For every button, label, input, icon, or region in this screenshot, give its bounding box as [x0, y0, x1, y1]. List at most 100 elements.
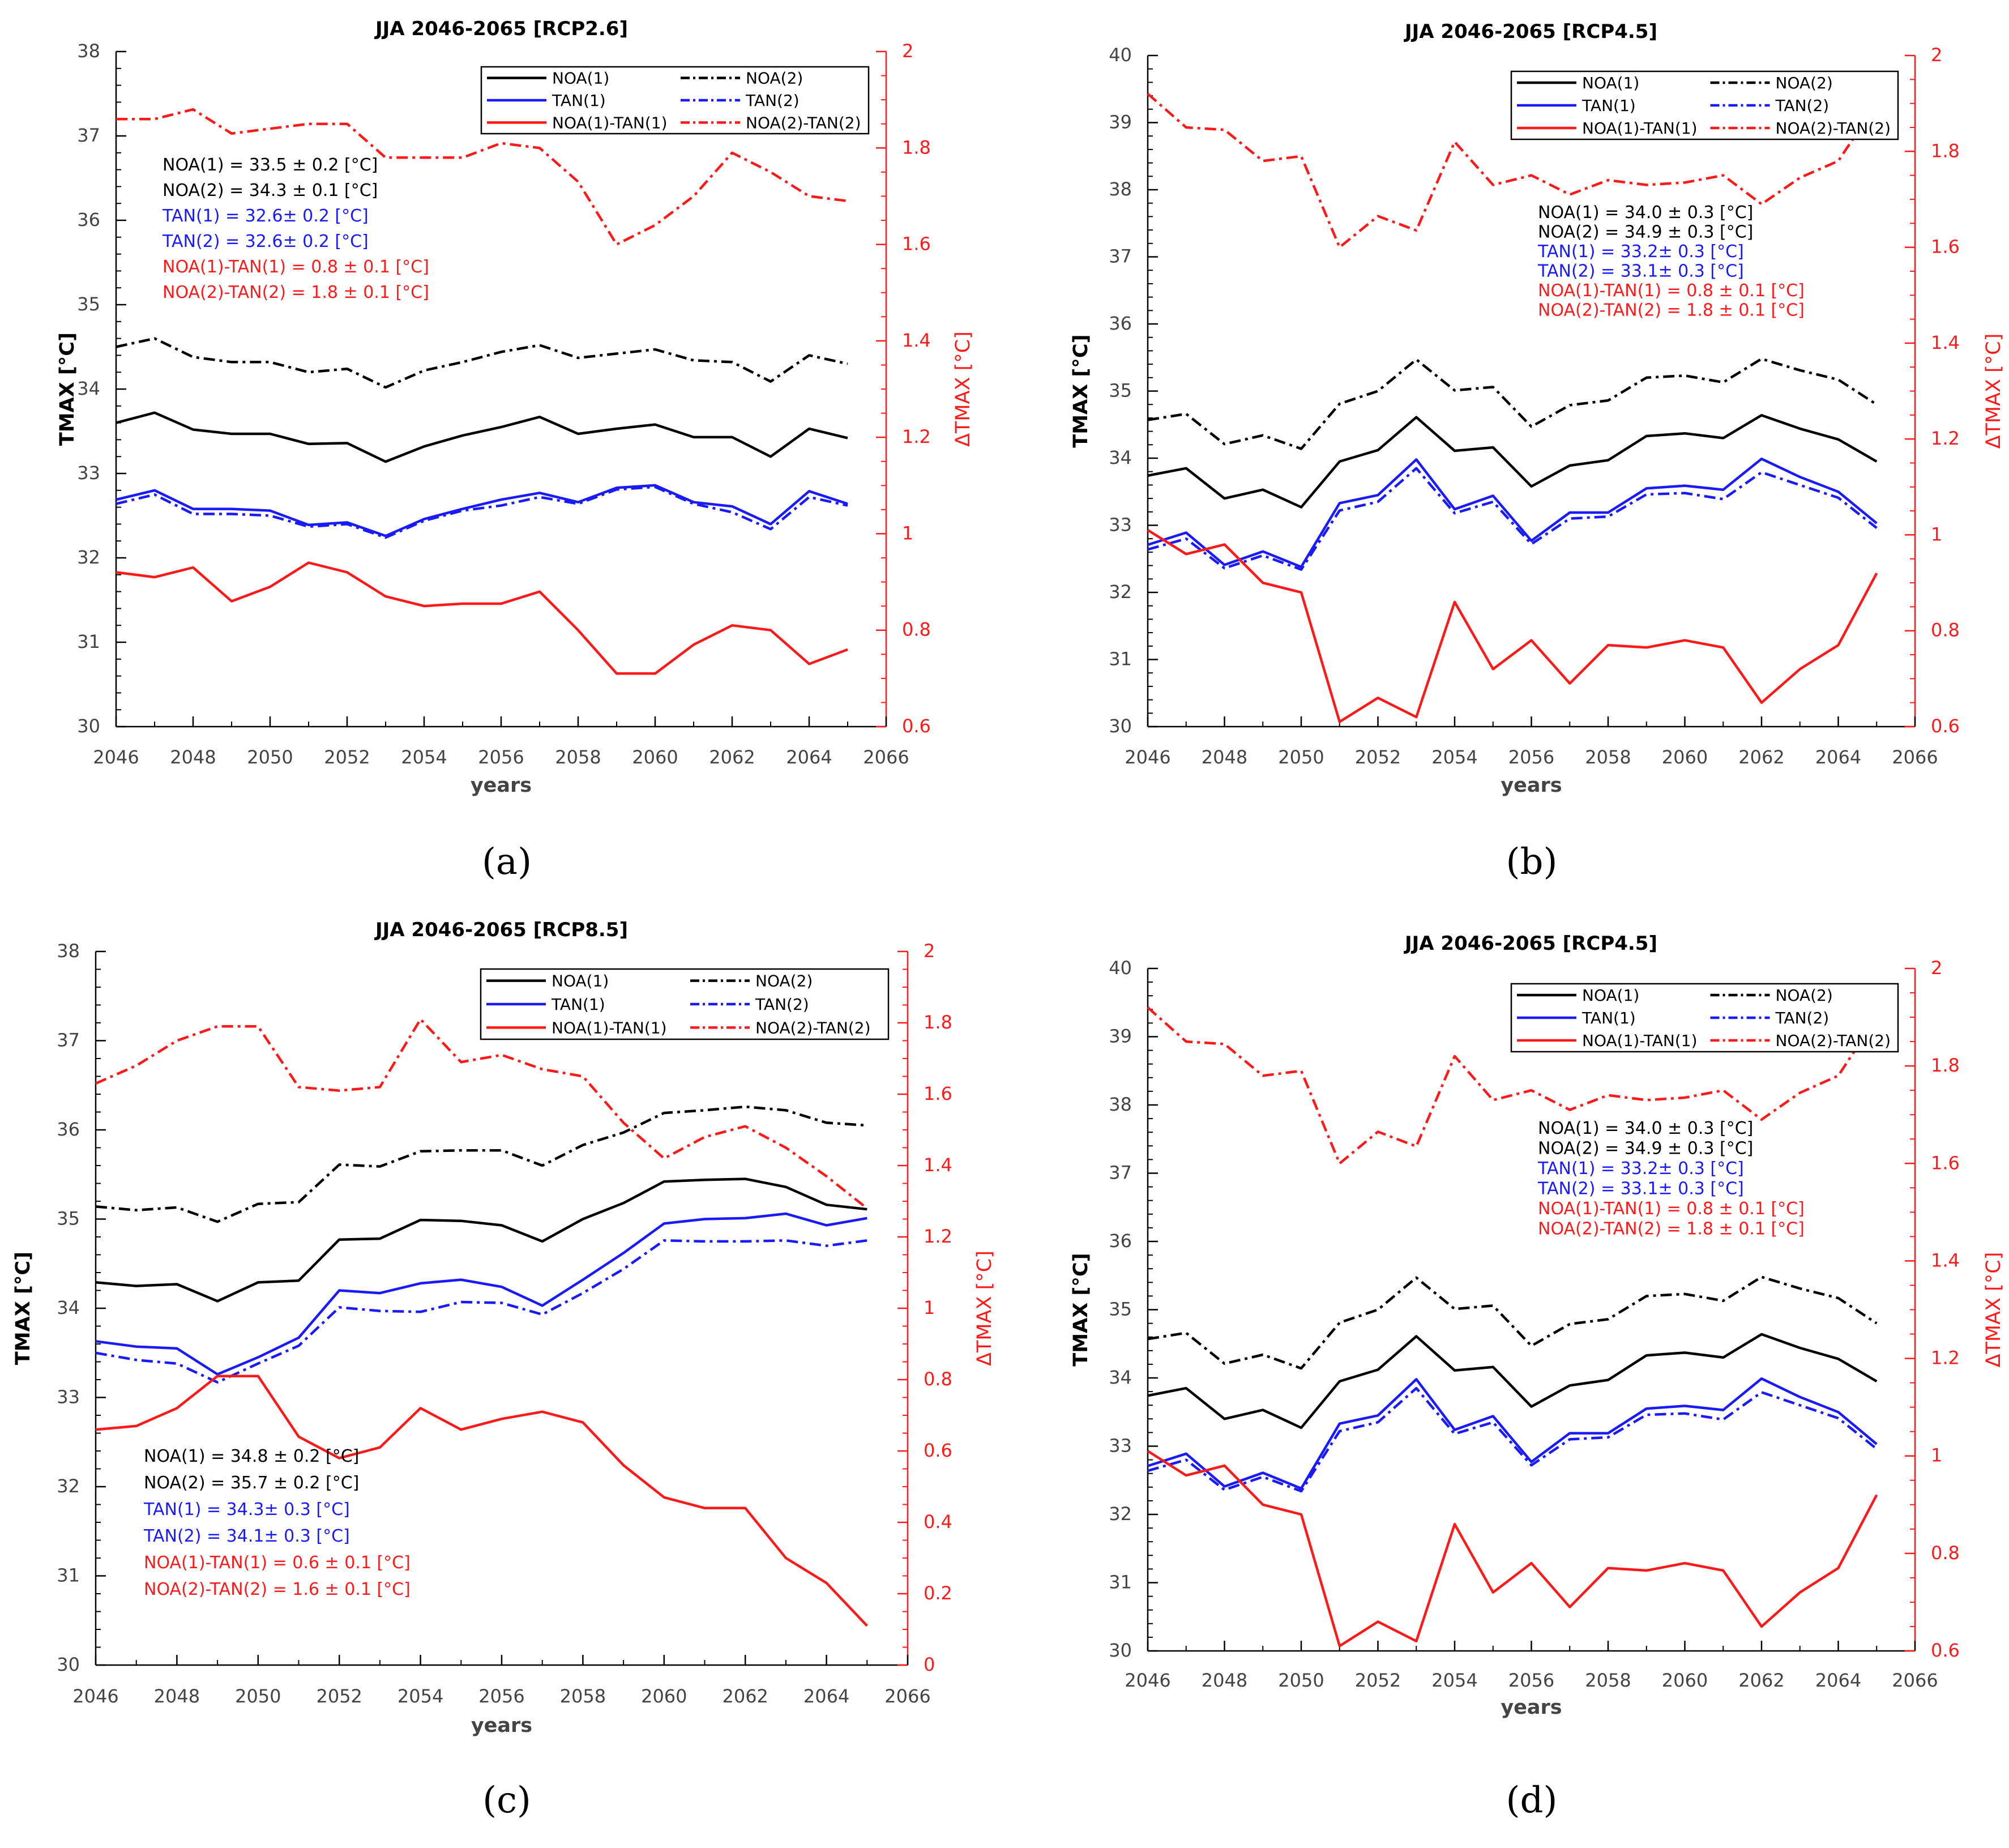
x-tick-label: 2062 — [1738, 1670, 1784, 1691]
y-tick-label: 34 — [1109, 1367, 1132, 1388]
x-tick-label: 2064 — [1815, 746, 1861, 768]
x-tick-label: 2052 — [1355, 1670, 1401, 1691]
y-tick-label: 37 — [57, 1030, 80, 1051]
right-y-tick-label: 1 — [902, 522, 913, 544]
series-line-noa1 — [1147, 1333, 1878, 1429]
series-points — [95, 1240, 867, 1382]
y-axis-label: TMAX [°C] — [56, 332, 79, 446]
y-tick-label: 39 — [1109, 1026, 1132, 1047]
series-points — [1147, 1451, 1877, 1646]
y-tick-label: 36 — [1109, 1230, 1132, 1252]
stats-annotation: NOA(2) = 34.9 ± 0.3 [°C] — [1538, 1139, 1753, 1159]
x-tick-label: 2052 — [1355, 746, 1401, 768]
x-tick-label: 2066 — [1892, 1670, 1938, 1691]
y-tick-label: 31 — [57, 1565, 80, 1586]
stats-annotation: NOA(1)-TAN(1) = 0.8 ± 0.1 [°C] — [1538, 281, 1805, 301]
y-tick-label: 30 — [1109, 1640, 1132, 1661]
series-line-tan1 — [95, 1212, 867, 1376]
right-y-tick-label: 1.2 — [1931, 1347, 1960, 1369]
stats-annotation: TAN(1) = 33.2± 0.3 [°C] — [1537, 242, 1744, 262]
right-y-tick-label: 2 — [1931, 44, 1942, 66]
series-points — [116, 109, 848, 245]
chart-panel-b: 30 31 32 33 34 35 36 37 38 39 40 0.6 0.8 1 1.2 1.4 1.6 1.… — [1070, 20, 2005, 883]
right-y-axis-label: ΔTMAX [°C] — [1982, 334, 2005, 449]
series-points — [116, 486, 848, 538]
series-points — [116, 485, 848, 536]
legend-label: NOA(2)-TAN(2) — [746, 113, 861, 132]
x-tick-label: 2052 — [324, 746, 370, 768]
series-points — [1147, 1388, 1877, 1492]
x-tick-label: 2058 — [560, 1685, 606, 1707]
stats-annotation: NOA(2)-TAN(2) = 1.8 ± 0.1 [°C] — [1538, 1219, 1805, 1239]
right-y-tick-label: 1.2 — [902, 426, 931, 447]
stats-annotation: NOA(2)-TAN(2) = 1.6 ± 0.1 [°C] — [144, 1580, 411, 1599]
right-y-tick-label: 1.2 — [924, 1226, 952, 1247]
y-tick-label: 33 — [1109, 1435, 1132, 1457]
x-tick-label: 2054 — [401, 746, 447, 768]
series-points — [95, 1376, 867, 1626]
x-tick-label: 2058 — [555, 746, 601, 768]
legend-label: TAN(2) — [755, 995, 809, 1014]
x-tick-label: 2060 — [632, 746, 678, 768]
x-tick-label: 2056 — [1508, 1670, 1554, 1691]
y-tick-label: 36 — [57, 1119, 80, 1140]
series-line-noa2 — [116, 337, 848, 389]
stats-annotation: NOA(2) = 35.7 ± 0.2 [°C] — [144, 1473, 359, 1493]
y-tick-label: 33 — [1109, 514, 1132, 536]
chart-panel-d: 30 31 32 33 34 35 36 37 38 39 40 0.6 0.8 1 1.2 1.4 1.6 1.… — [1070, 932, 2005, 1821]
series-line-tan1 — [116, 484, 848, 537]
series-points — [95, 1179, 867, 1301]
series-points — [1147, 93, 1877, 247]
y-tick-label: 35 — [1109, 1299, 1132, 1320]
y-tick-label: 32 — [77, 547, 100, 568]
x-tick-label: 2046 — [1125, 746, 1170, 768]
series-line-noa1-minus-tan1 — [95, 1375, 868, 1627]
series-line-noa1 — [1147, 413, 1878, 509]
right-y-tick-label: 1.8 — [902, 136, 931, 158]
stats-annotation: NOA(1) = 34.0 ± 0.3 [°C] — [1538, 1119, 1753, 1138]
right-y-tick-label: 0.6 — [1931, 1640, 1960, 1661]
panel-caption: (c) — [482, 1779, 531, 1821]
stats-annotation: NOA(1) = 34.8 ± 0.2 [°C] — [144, 1446, 359, 1466]
x-tick-label: 2062 — [1738, 746, 1784, 768]
x-tick-label: 2066 — [884, 1685, 930, 1707]
stats-annotations: NOA(1) = 34.0 ± 0.3 [°C]NOA(2) = 34.9 ± … — [1537, 203, 1805, 321]
x-tick-label: 2054 — [1431, 1670, 1477, 1691]
panel-caption: (b) — [1506, 841, 1558, 883]
right-y-tick-label: 1.8 — [1931, 140, 1960, 161]
right-y-tick-label: 1.8 — [1931, 1055, 1960, 1076]
stats-annotation: NOA(1)-TAN(1) = 0.8 ± 0.1 [°C] — [1538, 1199, 1805, 1219]
stats-annotation: NOA(2)-TAN(2) = 1.8 ± 0.1 [°C] — [163, 283, 429, 302]
y-tick-label: 34 — [1109, 447, 1132, 468]
x-tick-label: 2050 — [247, 746, 293, 768]
x-tick-label: 2058 — [1585, 746, 1631, 768]
chart-title: JJA 2046-2065 [RCP4.5] — [1404, 932, 1657, 955]
right-y-axis-label: ΔTMAX [°C] — [1982, 1252, 2005, 1368]
series-line-noa2 — [1147, 1275, 1878, 1370]
right-y-tick-label: 2 — [924, 940, 935, 962]
y-axis-label: TMAX [°C] — [1070, 334, 1092, 447]
y-tick-label: 39 — [1109, 112, 1132, 133]
stats-annotation: NOA(2) = 34.9 ± 0.3 [°C] — [1538, 223, 1753, 242]
series-points — [116, 412, 848, 462]
stats-annotation: NOA(2)-TAN(2) = 1.8 ± 0.1 [°C] — [1538, 301, 1805, 321]
x-tick-label: 2054 — [1431, 746, 1477, 768]
stats-annotation: NOA(1)-TAN(1) = 0.6 ± 0.1 [°C] — [144, 1553, 411, 1573]
stats-annotation: TAN(2) = 33.1± 0.3 [°C] — [1537, 262, 1744, 281]
x-axis-label: years — [471, 1714, 532, 1737]
x-tick-label: 2050 — [235, 1685, 281, 1707]
stats-annotations: NOA(1) = 34.0 ± 0.3 [°C]NOA(2) = 34.9 ± … — [1537, 1119, 1805, 1239]
x-tick-label: 2060 — [641, 1685, 687, 1707]
y-tick-label: 30 — [77, 715, 100, 737]
x-tick-label: 2066 — [1892, 746, 1938, 768]
legend-label: NOA(2)-TAN(2) — [1776, 1031, 1891, 1050]
y-tick-label: 35 — [57, 1208, 80, 1230]
y-tick-label: 31 — [1109, 1572, 1132, 1593]
right-y-tick-label: 1.4 — [1931, 332, 1960, 353]
chart-title: JJA 2046-2065 [RCP4.5] — [1404, 20, 1657, 43]
x-tick-label: 2046 — [72, 1685, 118, 1707]
y-tick-label: 35 — [77, 293, 100, 315]
legend-label: TAN(2) — [745, 91, 800, 110]
series-line-noa2-minus-tan2 — [1147, 93, 1878, 249]
